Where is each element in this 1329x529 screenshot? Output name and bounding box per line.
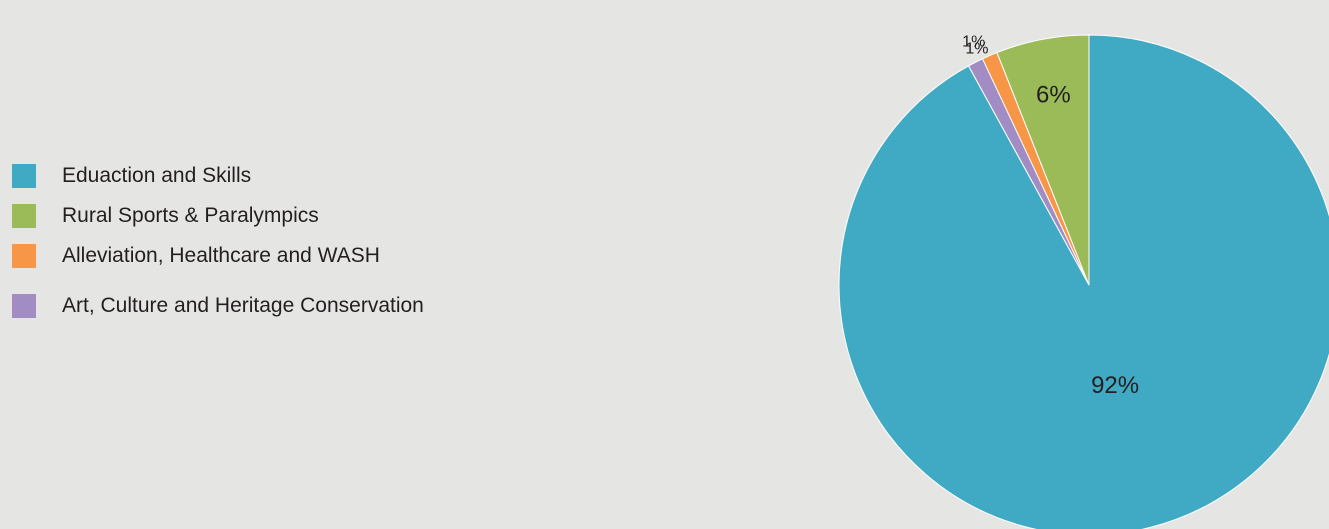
- pie-slices: [838, 34, 1329, 529]
- label-art-culture: 1%: [965, 41, 988, 58]
- label-education: 92%: [1091, 372, 1139, 399]
- legend-swatch-rural-sports: [12, 204, 36, 228]
- legend-label-healthcare: Alleviation, Healthcare and WASH: [62, 244, 380, 267]
- label-rural-sports: 6%: [1036, 82, 1071, 109]
- pie-labels: 92% 1%1% 6%: [962, 34, 1139, 399]
- legend-swatch-art-culture: [12, 294, 36, 318]
- legend-label-art-culture: Art, Culture and Heritage Conservation: [62, 294, 424, 317]
- legend-swatch-education: [12, 164, 36, 188]
- legend-swatch-healthcare: [12, 244, 36, 268]
- legend-label-education: Eduaction and Skills: [62, 164, 252, 187]
- slice-rural-sports: [996, 34, 1090, 286]
- slice-education: [838, 34, 1329, 529]
- legend-label-rural-sports: Rural Sports & Paralympics: [62, 204, 319, 227]
- label-healthcare: 1%: [962, 34, 985, 51]
